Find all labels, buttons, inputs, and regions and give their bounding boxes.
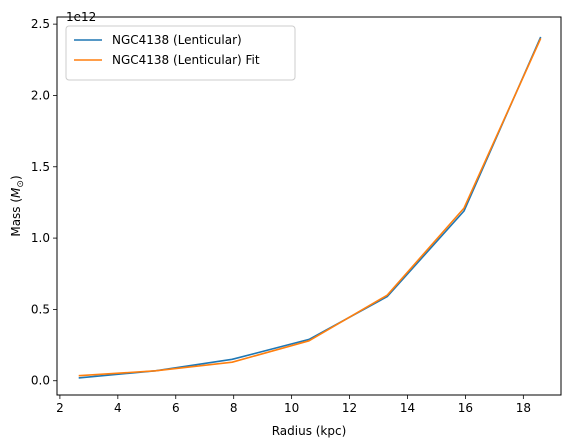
x-tick-label: 16 (458, 401, 473, 415)
x-tick-label: 2 (56, 401, 64, 415)
y-axis-label-prefix: Mass ( (9, 198, 23, 237)
y-axis-label-suffix: ) (9, 175, 23, 180)
x-tick-label: 14 (400, 401, 415, 415)
y-offset-text: 1e12 (66, 10, 96, 24)
y-tick-label: 2.5 (31, 17, 50, 31)
axes-frame (56, 16, 562, 396)
y-tick-label: 1.0 (31, 231, 50, 245)
y-axis: 0.0 0.5 1.0 1.5 2.0 2.5 (31, 17, 57, 388)
plot-area (78, 36, 542, 379)
x-tick-label: 4 (114, 401, 122, 415)
legend-label-1: NGC4138 (Lenticular) (112, 33, 242, 47)
x-axis: 2 4 6 8 10 12 14 16 18 (56, 395, 531, 415)
series-layer (78, 36, 542, 379)
legend-label-2: NGC4138 (Lenticular) Fit (112, 53, 260, 67)
legend: NGC4138 (Lenticular) NGC4138 (Lenticular)… (65, 25, 296, 81)
x-axis-label: Radius (kpc) (272, 424, 347, 438)
x-tick-label: 8 (230, 401, 238, 415)
y-tick-label: 0.0 (31, 374, 50, 388)
series-line-2 (78, 38, 542, 377)
y-tick-label: 0.5 (31, 302, 50, 316)
x-tick-label: 12 (342, 401, 357, 415)
y-tick-label: 2.0 (31, 88, 50, 102)
x-tick-label: 10 (284, 401, 299, 415)
x-tick-label: 18 (516, 401, 531, 415)
y-tick-label: 1.5 (31, 160, 50, 174)
y-axis-label-symbol: M (9, 187, 23, 198)
x-tick-label: 6 (172, 401, 180, 415)
legend-box (65, 25, 296, 81)
y-axis-label: Mass (M⊙) (9, 175, 26, 236)
y-axis-label-subscript: ⊙ (16, 180, 26, 188)
